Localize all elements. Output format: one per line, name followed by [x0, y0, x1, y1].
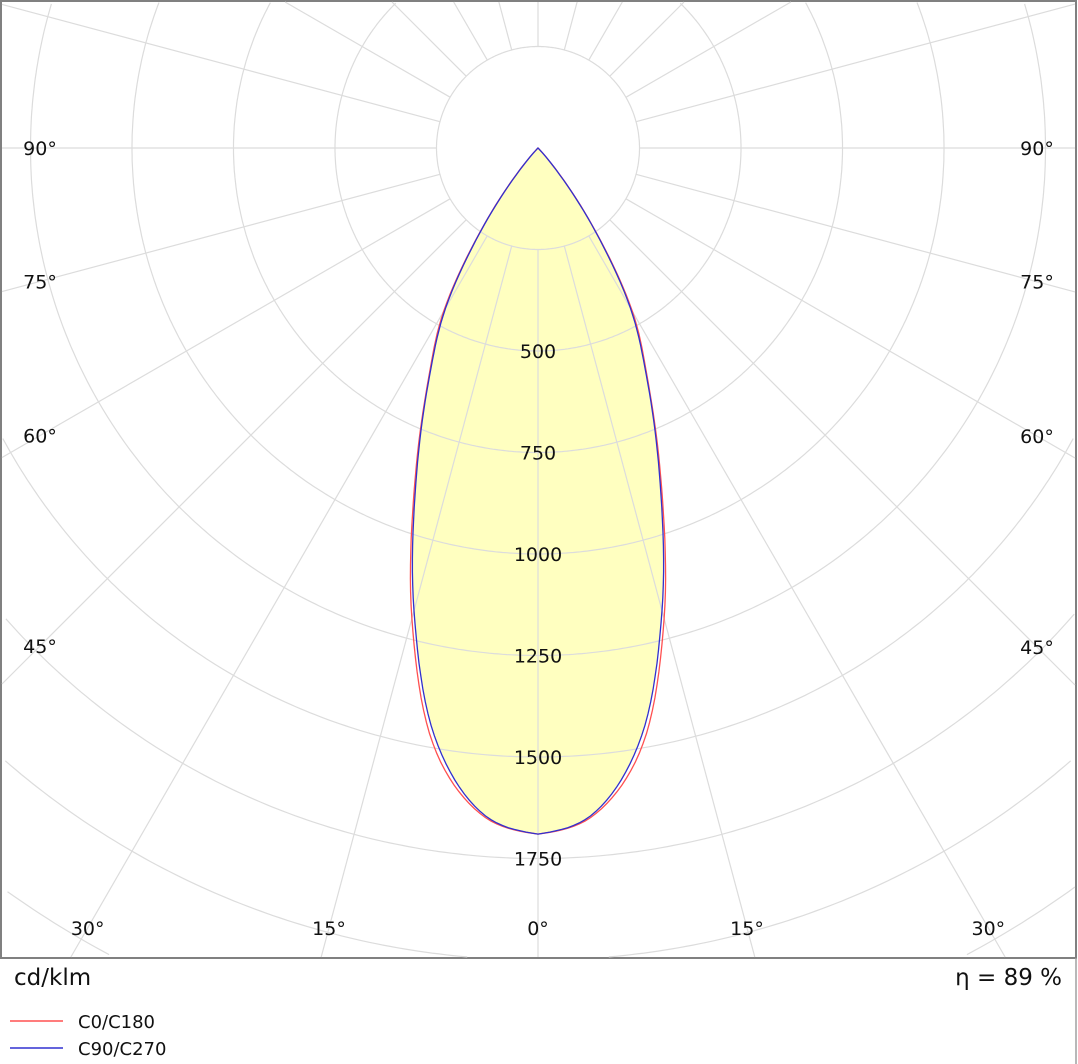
angular-grid-spoke [563, 245, 756, 958]
angular-grid-spoke [1, 219, 467, 685]
angular-grid-spoke [320, 245, 513, 958]
angle-label: 15° [730, 918, 764, 940]
angular-grid-spoke [1, 173, 441, 293]
angular-grid-spoke [563, 1, 578, 51]
angular-grid-spoke [635, 173, 1076, 293]
angle-label: 75° [23, 271, 57, 293]
angular-grid-spoke [453, 1, 488, 61]
radial-grid-circle [2, 438, 1074, 758]
angle-label: 45° [23, 636, 57, 658]
radial-grid-circle [7, 886, 1076, 956]
radial-tick-label: 1750 [514, 849, 562, 871]
angular-grid-spoke [391, 1, 467, 77]
radial-tick-label: 750 [520, 443, 556, 465]
angle-label: 90° [23, 138, 57, 160]
unit-label: cd/klm [14, 965, 91, 991]
angle-label: 45° [1020, 637, 1054, 659]
radial-grid-circle [29, 3, 1047, 657]
radial-tick-label: 1250 [514, 646, 562, 668]
angle-label: 30° [71, 918, 105, 940]
radial-grid-circle [334, 2, 742, 352]
angle-label: 90° [1020, 138, 1054, 160]
radial-grid-circle [4, 760, 1072, 958]
angular-grid-spoke [284, 1, 451, 98]
radial-grid-circle [5, 613, 1075, 860]
angular-grid-spoke [609, 219, 1076, 686]
angular-grid-spoke [625, 1, 792, 98]
legend-label: C90/C270 [78, 1039, 166, 1060]
radial-grid-circle [232, 2, 844, 454]
angular-grid-spoke [609, 1, 685, 77]
angular-grid-spoke [588, 1, 623, 61]
legend-label: C0/C180 [78, 1012, 155, 1033]
radial-tick-label: 1000 [514, 544, 562, 566]
angle-label: 30° [971, 918, 1005, 940]
efficiency-label: η = 89 % [955, 965, 1062, 991]
angle-label: 0° [527, 918, 549, 940]
angular-grid-spoke [498, 1, 513, 51]
angular-grid-spoke [1, 198, 451, 459]
series-curve-c90-c270 [411, 147, 665, 835]
angular-grid-spoke [588, 235, 1006, 958]
radial-tick-label: 500 [520, 341, 556, 363]
angular-grid-spoke [635, 3, 1076, 123]
angular-grid-spoke [1, 3, 441, 123]
angle-label: 15° [312, 918, 346, 940]
radial-grid-circle [131, 2, 945, 555]
angular-grid-spoke [625, 198, 1076, 459]
angular-grid-spoke [70, 235, 488, 958]
radial-tick-label: 1500 [514, 747, 562, 769]
angle-label: 60° [1020, 426, 1054, 448]
angle-label: 60° [23, 426, 57, 448]
angle-label: 75° [1020, 272, 1054, 294]
